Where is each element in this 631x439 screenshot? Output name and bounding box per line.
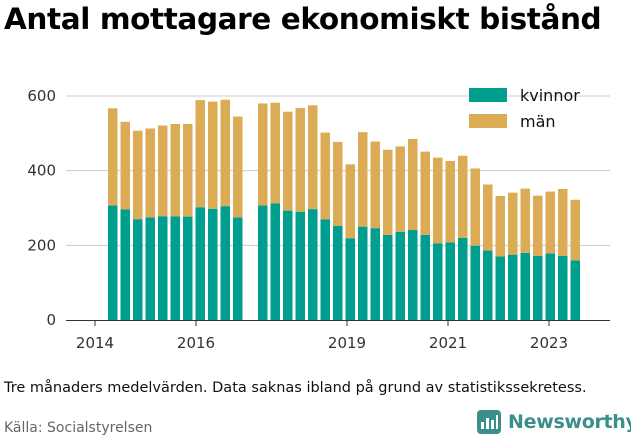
bar-man: [458, 155, 468, 238]
bar-kvinnor: [545, 253, 555, 320]
bar-man: [570, 199, 580, 261]
bar-kvinnor: [470, 245, 480, 320]
bar-kvinnor: [383, 234, 393, 320]
bar-kvinnor: [533, 255, 543, 320]
bar-kvinnor: [345, 238, 355, 320]
bar-man: [183, 124, 193, 217]
newsworthy-icon: [477, 410, 501, 434]
bar-kvinnor: [358, 226, 368, 320]
bar-man: [520, 188, 530, 253]
bar-man: [395, 146, 405, 232]
y-tick-label: 600: [27, 87, 56, 105]
axes: 0 200 400 600 2014 2016 2019 2021 2023: [27, 87, 610, 352]
bar-man: [333, 141, 343, 226]
bars: [108, 99, 580, 320]
bar-kvinnor: [208, 208, 218, 320]
bar-man: [170, 124, 180, 217]
bar-man: [145, 128, 155, 218]
legend-swatch: [469, 114, 507, 128]
bar-kvinnor: [220, 206, 230, 320]
bar-kvinnor: [408, 230, 418, 320]
bar-man: [545, 191, 555, 254]
bar-kvinnor: [133, 219, 143, 320]
bar-man: [408, 138, 418, 231]
bar-man: [283, 111, 293, 211]
bar-kvinnor: [558, 255, 568, 320]
x-tick-label: 2021: [429, 334, 467, 352]
bar-man: [470, 168, 480, 246]
bar-kvinnor: [570, 260, 580, 320]
bar-kvinnor: [283, 210, 293, 320]
bar-kvinnor: [233, 217, 243, 320]
bar-kvinnor: [495, 256, 505, 320]
bar-man: [383, 149, 393, 235]
bar-man: [120, 121, 130, 210]
bar-kvinnor: [483, 250, 493, 320]
y-tick-label: 400: [27, 162, 56, 180]
bar-man: [420, 151, 430, 235]
stacked-bar-chart: 0 200 400 600 2014 2016 2019 2021 2023 kvinnor mä…: [27, 86, 610, 352]
bar-man: [495, 196, 505, 257]
legend: kvinnor män: [469, 86, 580, 131]
bar-man: [158, 125, 168, 217]
bar-man: [558, 188, 568, 256]
bar-kvinnor: [458, 237, 468, 320]
bar-kvinnor: [120, 209, 130, 320]
bar-kvinnor: [295, 211, 305, 320]
bar-kvinnor: [445, 242, 455, 320]
x-tick-label: 2019: [328, 334, 366, 352]
bar-man: [508, 192, 518, 255]
source-text: Källa: Socialstyrelsen: [4, 420, 153, 436]
bar-man: [433, 157, 443, 244]
bar-kvinnor: [158, 216, 168, 320]
bar-kvinnor: [508, 254, 518, 320]
legend-label: män: [520, 112, 556, 131]
bar-kvinnor: [145, 217, 155, 320]
bar-man: [195, 100, 205, 208]
bar-kvinnor: [183, 216, 193, 320]
chart-title: Antal mottagare ekonomiskt bistånd: [4, 2, 602, 36]
bar-man: [133, 130, 143, 220]
bar-man: [233, 116, 243, 218]
legend-swatch: [469, 88, 507, 102]
bar-kvinnor: [433, 243, 443, 320]
bar-kvinnor: [308, 209, 318, 320]
bar-man: [108, 108, 118, 206]
y-tick-label: 200: [27, 236, 56, 254]
bar-man: [308, 105, 318, 210]
bar-man: [345, 164, 355, 239]
bar-man: [320, 132, 330, 220]
bar-kvinnor: [333, 225, 343, 320]
bar-man: [258, 103, 268, 206]
bar-man: [208, 101, 218, 209]
bar-kvinnor: [258, 205, 268, 320]
y-tick-label: 0: [46, 311, 56, 329]
bar-kvinnor: [420, 234, 430, 320]
x-tick-label: 2023: [530, 334, 568, 352]
bar-kvinnor: [270, 203, 280, 320]
bar-man: [295, 107, 305, 212]
bar-man: [445, 160, 455, 243]
bar-kvinnor: [195, 207, 205, 320]
bar-man: [483, 184, 493, 251]
brand-logo: Newsworthy: [476, 409, 631, 435]
x-tick-label: 2016: [177, 334, 215, 352]
chart-note: Tre månaders medelvärden. Data saknas ib…: [4, 380, 587, 396]
bar-man: [358, 132, 368, 227]
x-tick-label: 2014: [76, 334, 114, 352]
bar-man: [220, 99, 230, 207]
bar-kvinnor: [320, 219, 330, 320]
brand-name: Newsworthy: [508, 411, 631, 433]
bar-man: [370, 141, 380, 229]
legend-label: kvinnor: [520, 86, 580, 105]
bar-kvinnor: [520, 252, 530, 320]
bar-kvinnor: [108, 205, 118, 320]
bar-kvinnor: [395, 231, 405, 320]
bar-kvinnor: [170, 216, 180, 320]
bar-man: [270, 102, 280, 204]
bar-kvinnor: [370, 228, 380, 320]
bar-man: [533, 195, 543, 256]
